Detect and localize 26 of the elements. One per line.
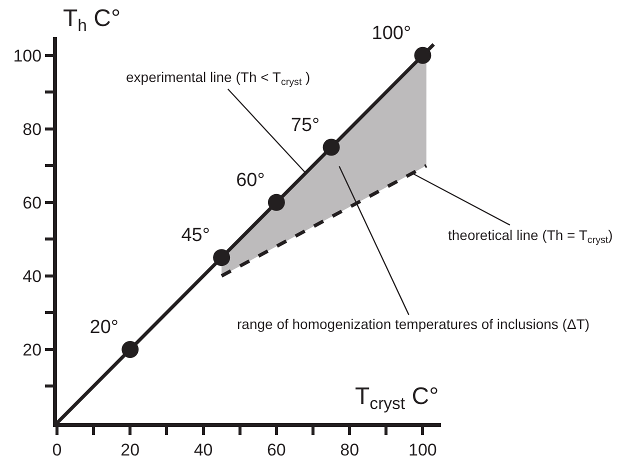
point <box>414 46 432 64</box>
y-axis-title: T$_{h}$ C° <box>63 5 121 36</box>
annotation: theoretical line (Th = T$_{cryst}$) <box>448 227 613 246</box>
data-label: 75° <box>290 114 320 136</box>
x-tick-label: 80 <box>340 440 360 458</box>
annotation: range of homogenization temperatures of inclusions (ΔT) <box>237 316 590 332</box>
point <box>322 138 340 156</box>
y-tick-label: 80 <box>22 120 42 139</box>
x-tick-label: 0 <box>52 440 62 458</box>
data-label: 60° <box>236 170 265 192</box>
y-tick-label: 40 <box>22 266 42 286</box>
point <box>213 249 230 266</box>
x-tick-label: 60 <box>266 440 286 458</box>
point <box>268 194 285 211</box>
x-axis-title: T$_{cryst}$ C° <box>355 383 439 414</box>
annotation: experimental line (Th < T$_{cryst}$ ) <box>126 69 310 88</box>
point <box>122 340 139 358</box>
x-tick-label: 20 <box>120 440 140 458</box>
x-tick-label: 100 <box>408 440 437 458</box>
x-tick-label: 40 <box>194 440 213 458</box>
data-label: 20° <box>90 317 119 338</box>
y-tick-label: 100 <box>13 46 42 66</box>
data-label: 45° <box>181 225 210 246</box>
data-label: 100° <box>372 23 412 44</box>
y-tick-label: 60 <box>22 193 42 212</box>
y-tick-label: 20 <box>22 340 42 360</box>
